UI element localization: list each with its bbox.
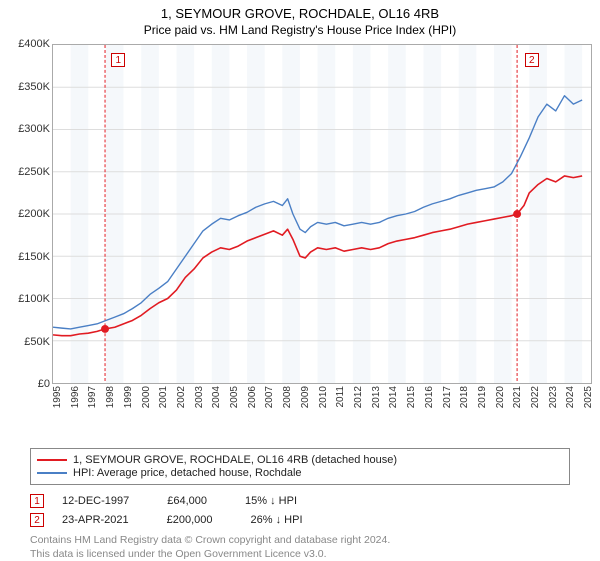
y-tick-label: £100K xyxy=(18,293,50,305)
chart-title: 1, SEYMOUR GROVE, ROCHDALE, OL16 4RB xyxy=(0,0,600,21)
x-tick-label: 1997 xyxy=(87,386,98,408)
x-tick-label: 2012 xyxy=(353,386,364,408)
x-tick-label: 1998 xyxy=(105,386,116,408)
attribution-line1: Contains HM Land Registry data © Crown c… xyxy=(30,534,390,546)
y-axis: £0£50K£100K£150K£200K£250K£300K£350K£400… xyxy=(0,44,52,384)
y-tick-label: £250K xyxy=(18,166,50,178)
attribution-line2: This data is licensed under the Open Gov… xyxy=(30,548,327,560)
y-tick-label: £50K xyxy=(24,336,50,348)
y-tick-label: £350K xyxy=(18,81,50,93)
x-tick-label: 2008 xyxy=(282,386,293,408)
transaction-marker-badge: 2 xyxy=(525,53,539,67)
x-tick-label: 2006 xyxy=(247,386,258,408)
legend-swatch-hpi xyxy=(37,472,67,474)
x-tick-label: 1999 xyxy=(123,386,134,408)
legend-box: 1, SEYMOUR GROVE, ROCHDALE, OL16 4RB (de… xyxy=(30,448,570,485)
plot-svg xyxy=(53,45,591,383)
x-tick-label: 2010 xyxy=(318,386,329,408)
x-tick-label: 2023 xyxy=(548,386,559,408)
x-tick-label: 2005 xyxy=(229,386,240,408)
transaction-diff-2: 26% ↓ HPI xyxy=(251,514,303,526)
x-tick-label: 2000 xyxy=(141,386,152,408)
legend-label-price-paid: 1, SEYMOUR GROVE, ROCHDALE, OL16 4RB (de… xyxy=(73,454,397,466)
y-tick-label: £0 xyxy=(38,378,50,390)
transaction-badge-1: 1 xyxy=(30,494,44,508)
attribution-text: Contains HM Land Registry data © Crown c… xyxy=(30,534,590,561)
x-tick-label: 2016 xyxy=(424,386,435,408)
x-tick-label: 2009 xyxy=(300,386,311,408)
x-axis: 1995 1996 1997 1998 1999 2000 2001 2002 2003 2004… xyxy=(52,386,592,414)
x-tick-label: 2022 xyxy=(530,386,541,408)
legend-item-hpi: HPI: Average price, detached house, Roch… xyxy=(37,467,563,479)
x-tick-label: 1996 xyxy=(70,386,81,408)
x-tick-label: 2017 xyxy=(442,386,453,408)
transaction-marker-badge: 1 xyxy=(111,53,125,67)
x-tick-label: 2025 xyxy=(583,386,594,408)
x-tick-label: 2018 xyxy=(459,386,470,408)
x-tick-label: 2011 xyxy=(335,386,346,408)
x-tick-label: 2014 xyxy=(388,386,399,408)
transaction-row-2: 2 23-APR-2021 £200,000 26% ↓ HPI xyxy=(30,513,570,527)
x-tick-label: 2019 xyxy=(477,386,488,408)
legend-item-price-paid: 1, SEYMOUR GROVE, ROCHDALE, OL16 4RB (de… xyxy=(37,454,563,466)
x-tick-label: 2004 xyxy=(211,386,222,408)
x-tick-label: 2002 xyxy=(176,386,187,408)
x-tick-label: 2015 xyxy=(406,386,417,408)
transaction-date-1: 12-DEC-1997 xyxy=(62,495,129,507)
transaction-diff-1: 15% ↓ HPI xyxy=(245,495,297,507)
y-tick-label: £200K xyxy=(18,208,50,220)
y-tick-label: £400K xyxy=(18,38,50,50)
legend-swatch-price-paid xyxy=(37,459,67,461)
transaction-price-1: £64,000 xyxy=(167,495,207,507)
x-tick-label: 1995 xyxy=(52,386,63,408)
transaction-date-2: 23-APR-2021 xyxy=(62,514,129,526)
x-tick-label: 2003 xyxy=(194,386,205,408)
transaction-row-1: 1 12-DEC-1997 £64,000 15% ↓ HPI xyxy=(30,494,570,508)
x-tick-label: 2024 xyxy=(565,386,576,408)
chart-subtitle: Price paid vs. HM Land Registry's House … xyxy=(0,21,600,37)
x-tick-label: 2013 xyxy=(371,386,382,408)
y-tick-label: £150K xyxy=(18,251,50,263)
x-tick-label: 2020 xyxy=(495,386,506,408)
chart-area: £0£50K£100K£150K£200K£250K£300K£350K£400… xyxy=(0,44,600,414)
x-tick-label: 2007 xyxy=(264,386,275,408)
x-tick-label: 2001 xyxy=(158,386,169,408)
legend-label-hpi: HPI: Average price, detached house, Roch… xyxy=(73,467,302,479)
y-tick-label: £300K xyxy=(18,123,50,135)
transaction-price-2: £200,000 xyxy=(167,514,213,526)
chart-container: 1, SEYMOUR GROVE, ROCHDALE, OL16 4RB Pri… xyxy=(0,0,600,560)
transaction-badge-2: 2 xyxy=(30,513,44,527)
x-tick-label: 2021 xyxy=(512,386,523,408)
plot-area: 12 xyxy=(52,44,592,384)
